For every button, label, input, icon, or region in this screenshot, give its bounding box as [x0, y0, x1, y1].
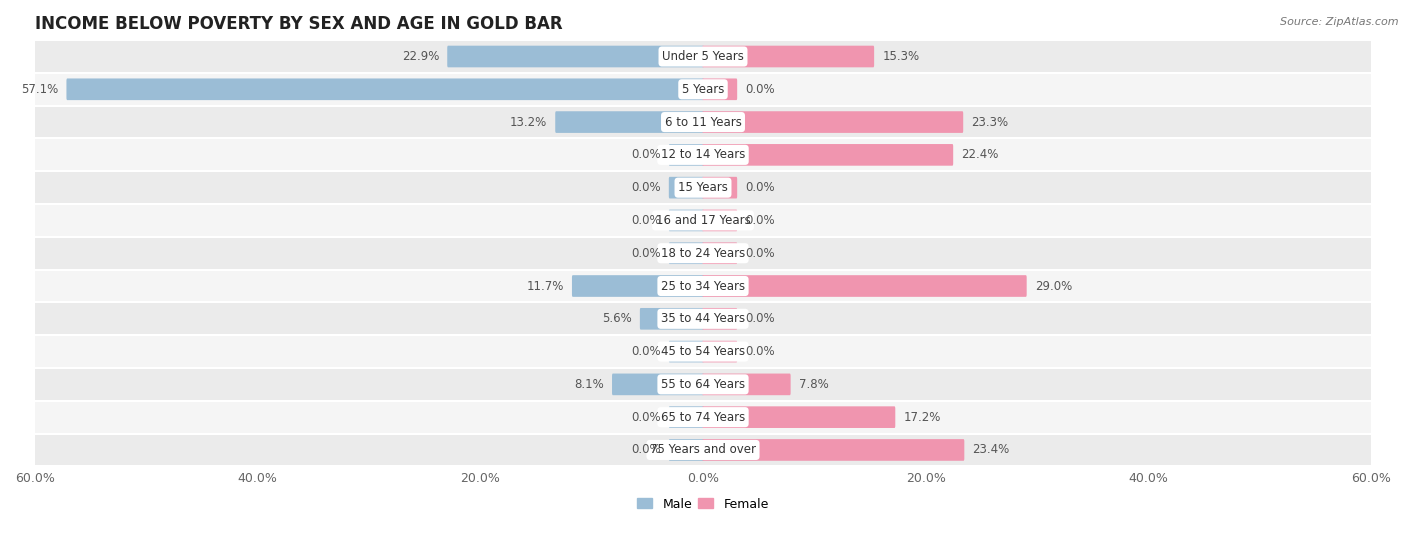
FancyBboxPatch shape	[35, 434, 1371, 466]
FancyBboxPatch shape	[669, 243, 704, 264]
Text: 25 to 34 Years: 25 to 34 Years	[661, 280, 745, 292]
FancyBboxPatch shape	[35, 73, 1371, 106]
FancyBboxPatch shape	[702, 341, 737, 362]
FancyBboxPatch shape	[555, 111, 704, 133]
Text: 0.0%: 0.0%	[631, 443, 661, 457]
FancyBboxPatch shape	[35, 171, 1371, 204]
Text: 5.6%: 5.6%	[602, 312, 631, 325]
Text: Source: ZipAtlas.com: Source: ZipAtlas.com	[1281, 17, 1399, 27]
Text: 12 to 14 Years: 12 to 14 Years	[661, 148, 745, 162]
FancyBboxPatch shape	[35, 269, 1371, 302]
FancyBboxPatch shape	[702, 177, 737, 198]
Text: 75 Years and over: 75 Years and over	[650, 443, 756, 457]
Text: 7.8%: 7.8%	[799, 378, 828, 391]
FancyBboxPatch shape	[702, 243, 737, 264]
FancyBboxPatch shape	[35, 106, 1371, 139]
FancyBboxPatch shape	[702, 373, 790, 395]
Text: 15.3%: 15.3%	[882, 50, 920, 63]
Text: 0.0%: 0.0%	[631, 247, 661, 260]
FancyBboxPatch shape	[35, 237, 1371, 269]
Text: 0.0%: 0.0%	[631, 214, 661, 227]
Text: 6 to 11 Years: 6 to 11 Years	[665, 116, 741, 129]
FancyBboxPatch shape	[35, 368, 1371, 401]
FancyBboxPatch shape	[669, 406, 704, 428]
FancyBboxPatch shape	[669, 144, 704, 165]
Text: 65 to 74 Years: 65 to 74 Years	[661, 411, 745, 424]
FancyBboxPatch shape	[35, 40, 1371, 73]
Text: 0.0%: 0.0%	[631, 148, 661, 162]
Text: 0.0%: 0.0%	[745, 247, 775, 260]
FancyBboxPatch shape	[572, 275, 704, 297]
Text: 0.0%: 0.0%	[745, 83, 775, 96]
Text: 17.2%: 17.2%	[904, 411, 941, 424]
Text: 0.0%: 0.0%	[631, 181, 661, 194]
Text: 8.1%: 8.1%	[574, 378, 605, 391]
Text: 22.9%: 22.9%	[402, 50, 439, 63]
FancyBboxPatch shape	[669, 341, 704, 362]
FancyBboxPatch shape	[612, 373, 704, 395]
FancyBboxPatch shape	[447, 46, 704, 67]
Text: 35 to 44 Years: 35 to 44 Years	[661, 312, 745, 325]
FancyBboxPatch shape	[702, 406, 896, 428]
Text: 29.0%: 29.0%	[1035, 280, 1071, 292]
Legend: Male, Female: Male, Female	[633, 492, 773, 515]
FancyBboxPatch shape	[35, 302, 1371, 335]
FancyBboxPatch shape	[702, 111, 963, 133]
Text: 15 Years: 15 Years	[678, 181, 728, 194]
Text: Under 5 Years: Under 5 Years	[662, 50, 744, 63]
Text: 0.0%: 0.0%	[745, 345, 775, 358]
Text: 0.0%: 0.0%	[745, 214, 775, 227]
FancyBboxPatch shape	[669, 210, 704, 231]
FancyBboxPatch shape	[702, 210, 737, 231]
FancyBboxPatch shape	[669, 177, 704, 198]
FancyBboxPatch shape	[35, 204, 1371, 237]
Text: 5 Years: 5 Years	[682, 83, 724, 96]
FancyBboxPatch shape	[702, 275, 1026, 297]
Text: 45 to 54 Years: 45 to 54 Years	[661, 345, 745, 358]
FancyBboxPatch shape	[35, 335, 1371, 368]
FancyBboxPatch shape	[702, 144, 953, 165]
Text: 0.0%: 0.0%	[745, 312, 775, 325]
Text: 18 to 24 Years: 18 to 24 Years	[661, 247, 745, 260]
Text: 0.0%: 0.0%	[631, 345, 661, 358]
FancyBboxPatch shape	[35, 139, 1371, 171]
Text: 22.4%: 22.4%	[962, 148, 998, 162]
Text: 0.0%: 0.0%	[745, 181, 775, 194]
FancyBboxPatch shape	[702, 439, 965, 461]
Text: 55 to 64 Years: 55 to 64 Years	[661, 378, 745, 391]
Text: 57.1%: 57.1%	[21, 83, 58, 96]
Text: 16 and 17 Years: 16 and 17 Years	[655, 214, 751, 227]
Text: 23.3%: 23.3%	[972, 116, 1008, 129]
Text: INCOME BELOW POVERTY BY SEX AND AGE IN GOLD BAR: INCOME BELOW POVERTY BY SEX AND AGE IN G…	[35, 15, 562, 33]
FancyBboxPatch shape	[669, 439, 704, 461]
Text: 13.2%: 13.2%	[510, 116, 547, 129]
Text: 23.4%: 23.4%	[973, 443, 1010, 457]
FancyBboxPatch shape	[702, 78, 737, 100]
Text: 11.7%: 11.7%	[526, 280, 564, 292]
FancyBboxPatch shape	[702, 308, 737, 330]
FancyBboxPatch shape	[66, 78, 704, 100]
FancyBboxPatch shape	[35, 401, 1371, 434]
FancyBboxPatch shape	[640, 308, 704, 330]
FancyBboxPatch shape	[702, 46, 875, 67]
Text: 0.0%: 0.0%	[631, 411, 661, 424]
